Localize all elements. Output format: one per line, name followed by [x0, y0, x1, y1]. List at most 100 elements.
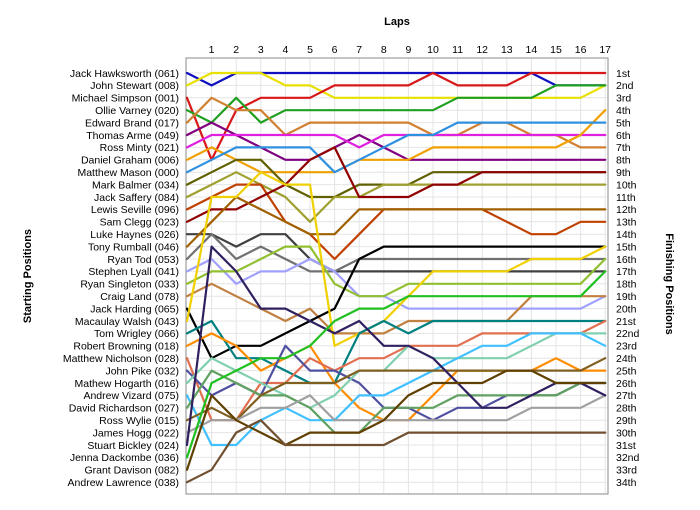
- start-position-label: Robert Browning (018): [73, 341, 179, 353]
- finish-position-label: 14th: [616, 229, 637, 241]
- start-position-label: Sam Clegg (023): [100, 217, 179, 229]
- y-axis-label-right: Finishing Positions: [663, 233, 675, 334]
- start-position-label: Grant Davison (082): [84, 465, 179, 477]
- chart-title: Laps: [384, 16, 410, 28]
- series-line-9: [185, 121, 607, 174]
- finish-position-label: 19th: [616, 291, 637, 303]
- finish-position-label: 23rd: [616, 341, 637, 353]
- finish-position-label: 20th: [616, 303, 637, 315]
- finish-position-label: 3rd: [616, 93, 631, 105]
- start-position-label: Macaulay Walsh (043): [75, 316, 179, 328]
- series-line-2: [185, 71, 607, 99]
- finish-position-label: 17th: [616, 266, 637, 278]
- series-line-30: [185, 394, 607, 434]
- start-position-label: Ryan Tod (053): [107, 254, 179, 266]
- series-line-34: [185, 419, 607, 484]
- series-line-18: [185, 245, 607, 298]
- x-tick-label: 1: [209, 44, 215, 56]
- start-position-label: Tony Rumball (046): [88, 241, 179, 253]
- finish-position-label: 34th: [616, 477, 637, 489]
- finish-position-label: 29th: [616, 415, 637, 427]
- start-position-label: Matthew Mason (000): [77, 167, 179, 179]
- finish-position-label: 9th: [616, 167, 631, 179]
- series-line-6: [185, 121, 607, 161]
- start-position-label: Stephen Lyall (041): [88, 266, 179, 278]
- x-tick-labels: 1 2 3 4 5 6 7 8 9 10 11 12 13 14 15 16 17: [209, 44, 612, 56]
- series-line-7: [185, 133, 607, 149]
- x-tick-label: 2: [233, 44, 239, 56]
- x-tick-label: 16: [575, 44, 587, 56]
- x-tick-label: 6: [332, 44, 338, 56]
- start-position-label: James Hogg (022): [93, 427, 179, 439]
- series-line-33: [185, 369, 607, 471]
- finish-position-label: 5th: [616, 117, 631, 129]
- start-position-label: Tom Wrigley (066): [94, 328, 179, 340]
- finish-position-label: 13th: [616, 217, 637, 229]
- finish-position-label: 10th: [616, 179, 637, 191]
- start-position-label: Jack Saffery (084): [94, 192, 179, 204]
- start-position-label: Andrew Lawrence (038): [68, 477, 179, 489]
- start-position-label: Edward Brand (017): [85, 117, 179, 129]
- x-tick-label: 5: [307, 44, 313, 56]
- series-line-11: [185, 171, 607, 223]
- finish-position-label: 22nd: [616, 328, 640, 340]
- x-tick-label: 13: [501, 44, 513, 56]
- finish-position-label: 32nd: [616, 452, 640, 464]
- finish-labels: 1st2nd3rd4th5th6th7th8th9th10th11th12th1…: [616, 68, 640, 489]
- series-line-4: [185, 84, 607, 124]
- x-tick-label: 4: [282, 44, 288, 56]
- x-tick-label: 3: [258, 44, 264, 56]
- start-position-label: Craig Land (078): [100, 291, 179, 303]
- y-axis-label-left: Starting Positions: [22, 229, 34, 323]
- series-line-27: [185, 332, 607, 447]
- finish-position-label: 16th: [616, 254, 637, 266]
- start-position-label: Lewis Seville (096): [91, 204, 179, 216]
- series-line-20: [185, 245, 607, 360]
- x-tick-label: 9: [405, 44, 411, 56]
- start-position-label: Ryan Singleton (033): [80, 279, 179, 291]
- x-tick-label: 11: [452, 44, 463, 56]
- finish-position-label: 24th: [616, 353, 637, 365]
- start-position-label: Daniel Graham (006): [81, 155, 179, 167]
- finish-position-label: 21st: [616, 316, 636, 328]
- finish-position-label: 18th: [616, 279, 637, 291]
- series-line-8: [185, 109, 607, 174]
- finish-position-label: 2nd: [616, 80, 634, 92]
- series-line-22: [185, 319, 607, 385]
- start-position-label: Michael Simpson (001): [72, 93, 179, 105]
- finish-position-label: 8th: [616, 155, 631, 167]
- finish-position-label: 25th: [616, 365, 637, 377]
- series-layer: [185, 71, 607, 484]
- finish-position-label: 6th: [616, 130, 631, 142]
- start-labels: Jack Hawksworth (061)John Stewart (008)M…: [63, 68, 179, 489]
- x-tick-label: 7: [356, 44, 362, 56]
- start-position-label: Thomas Arme (049): [86, 130, 179, 142]
- finish-position-label: 28th: [616, 403, 637, 415]
- start-position-label: Stuart Bickley (024): [87, 440, 179, 452]
- x-tick-label: 10: [427, 44, 439, 56]
- start-position-label: Mathew Hogarth (016): [75, 378, 179, 390]
- start-position-label: Matthew Nicholson (028): [63, 353, 179, 365]
- finish-position-label: 30th: [616, 427, 637, 439]
- finish-position-label: 15th: [616, 241, 637, 253]
- start-position-label: Luke Haynes (026): [90, 229, 179, 241]
- start-position-label: Ollie Varney (020): [95, 105, 179, 117]
- start-position-label: John Pike (032): [105, 365, 179, 377]
- start-position-label: Mark Balmer (034): [92, 179, 179, 191]
- start-position-label: Ross Minty (021): [100, 142, 179, 154]
- finish-position-label: 27th: [616, 390, 637, 402]
- series-line-13: [185, 146, 607, 223]
- start-position-label: Jenna Dackombe (036): [70, 452, 179, 464]
- finish-position-label: 33rd: [616, 465, 637, 477]
- x-tick-label: 15: [550, 44, 562, 56]
- start-position-label: Ross Wylie (015): [99, 415, 179, 427]
- series-line-31: [185, 245, 607, 447]
- x-tick-label: 14: [526, 44, 538, 56]
- finish-position-label: 12th: [616, 204, 637, 216]
- start-position-label: Jack Harding (065): [90, 303, 179, 315]
- finish-position-label: 11th: [616, 192, 636, 204]
- start-position-label: Jack Hawksworth (061): [70, 68, 179, 80]
- series-line-3: [185, 71, 607, 161]
- series-line-26: [185, 332, 607, 409]
